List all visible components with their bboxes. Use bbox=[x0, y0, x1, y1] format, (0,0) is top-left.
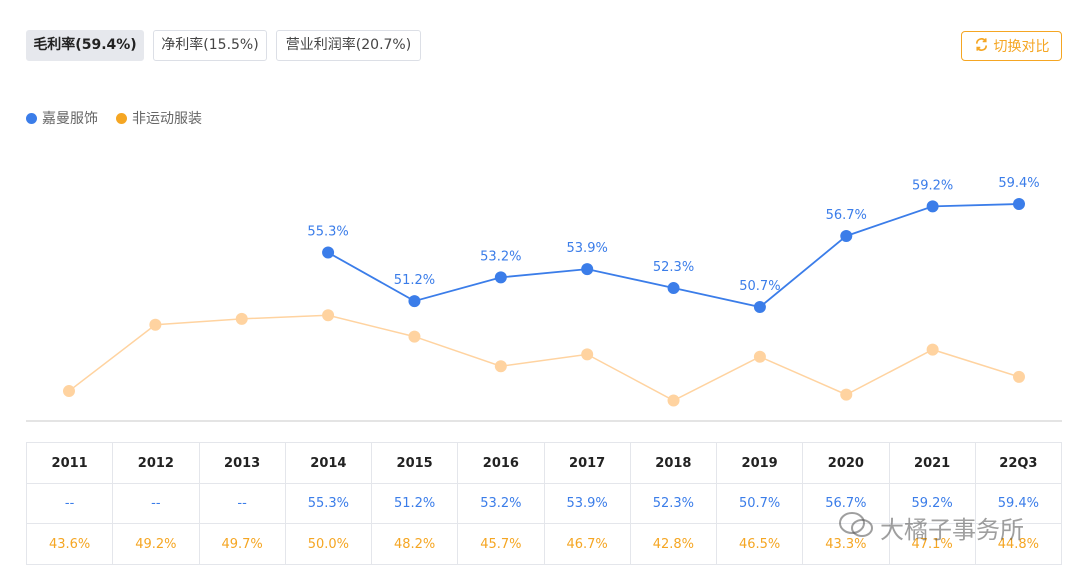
series-2-line bbox=[68, 314, 1020, 402]
series-1-data-label: 52.3% bbox=[653, 260, 694, 275]
table-cell-series-1: 53.9% bbox=[543, 483, 631, 524]
table-cell-series-2: 44.8% bbox=[974, 523, 1063, 565]
table-cell-series-2: 49.2% bbox=[112, 523, 200, 565]
table-cell-series-1: 50.7% bbox=[715, 483, 804, 524]
switch-compare-button[interactable]: 切换对比 bbox=[961, 31, 1062, 61]
series-1-data-label: 55.3% bbox=[307, 225, 348, 240]
series-1-data-label: 53.9% bbox=[567, 241, 608, 256]
legend-dot-blue bbox=[26, 112, 37, 124]
legend-label-series-2: 非运动服装 bbox=[132, 111, 202, 127]
series-2-point[interactable] bbox=[494, 360, 507, 373]
table-cell-year: 2018 bbox=[629, 442, 718, 484]
tab-gross-margin[interactable]: 毛利率(59.4%) bbox=[26, 30, 144, 61]
table-cell-year: 2012 bbox=[112, 442, 200, 484]
series-2-point[interactable] bbox=[235, 312, 248, 325]
table-row-years: 2011 2012 2013 2014 2015 2016 2017 2018 2019 2020… bbox=[25, 442, 1063, 484]
table-cell-year: 2017 bbox=[543, 442, 631, 484]
table-cell-series-2: 47.1% bbox=[888, 523, 976, 565]
table-cell-year: 2013 bbox=[198, 442, 286, 484]
series-2-point[interactable] bbox=[926, 343, 939, 356]
table-cell-series-1: 53.2% bbox=[457, 483, 545, 524]
table-cell-series-2: 45.7% bbox=[457, 523, 545, 565]
series-2-point[interactable] bbox=[63, 385, 75, 398]
table-cell-year: 2019 bbox=[715, 442, 804, 484]
swap-icon bbox=[974, 37, 989, 56]
legend-item-series-2[interactable]: 非运动服装 bbox=[116, 108, 202, 128]
chart-legend: 嘉曼服饰 非运动服装 bbox=[26, 108, 202, 128]
table-cell-series-1: 51.2% bbox=[370, 483, 459, 524]
table-cell-series-2: 48.2% bbox=[370, 523, 459, 565]
series-2-point[interactable] bbox=[149, 318, 162, 331]
switch-compare-label: 切换对比 bbox=[993, 39, 1050, 55]
wechat-icon bbox=[838, 511, 874, 545]
series-2-point[interactable] bbox=[840, 388, 853, 401]
tab-operating-margin[interactable]: 营业利润率(20.7%) bbox=[276, 30, 421, 61]
series-2-point[interactable] bbox=[408, 330, 421, 343]
table-cell-series-1: 59.4% bbox=[974, 483, 1063, 524]
legend-label-series-1: 嘉曼服饰 bbox=[42, 111, 98, 127]
table-cell-series-1: 59.2% bbox=[888, 483, 976, 524]
series-1-point[interactable] bbox=[322, 246, 335, 259]
table-cell-series-2: 50.0% bbox=[284, 523, 373, 565]
series-1-point[interactable] bbox=[408, 295, 421, 308]
watermark: 大橘子事务所 bbox=[838, 510, 1024, 545]
legend-dot-orange bbox=[116, 112, 127, 124]
table-cell-year: 2011 bbox=[25, 442, 114, 484]
table-cell-year: 2016 bbox=[457, 442, 545, 484]
table-cell-series-1: 52.3% bbox=[629, 483, 718, 524]
table-cell-series-1: -- bbox=[112, 483, 200, 524]
table-cell-series-1: 55.3% bbox=[284, 483, 373, 524]
table-cell-series-2: 43.6% bbox=[25, 523, 114, 565]
series-1-point[interactable] bbox=[926, 200, 939, 213]
table-cell-year: 2021 bbox=[888, 442, 976, 484]
series-1-data-label: 56.7% bbox=[826, 208, 867, 223]
series-2-point[interactable] bbox=[667, 394, 680, 407]
series-1-point[interactable] bbox=[1013, 198, 1025, 210]
data-table: 2011 2012 2013 2014 2015 2016 2017 2018 2019 2020… bbox=[25, 442, 1063, 565]
line-chart: 55.3% 51.2% 53.2% 53.9% 52.3% 50.7% 56.7% 59.2%… bbox=[26, 176, 1062, 422]
series-2-point[interactable] bbox=[322, 309, 335, 322]
table-cell-year: 2020 bbox=[802, 442, 890, 484]
table-row-series-2: 43.6% 49.2% 49.7% 50.0% 48.2% 45.7% 46.7% 42.8%… bbox=[25, 523, 1063, 565]
series-1-point[interactable] bbox=[494, 271, 507, 284]
series-2-point[interactable] bbox=[581, 348, 594, 361]
series-2-point[interactable] bbox=[753, 350, 766, 363]
table-cell-year: 22Q3 bbox=[974, 442, 1063, 484]
watermark-text: 大橘子事务所 bbox=[880, 516, 1024, 544]
series-1-point[interactable] bbox=[667, 282, 680, 295]
series-1-point[interactable] bbox=[840, 229, 853, 242]
table-cell-series-1: -- bbox=[198, 483, 286, 524]
table-cell-series-2: 46.7% bbox=[543, 523, 631, 565]
legend-item-series-1[interactable]: 嘉曼服饰 bbox=[26, 108, 98, 128]
table-cell-series-1: -- bbox=[25, 483, 114, 524]
table-cell-year: 2015 bbox=[370, 442, 459, 484]
series-1-data-label: 53.2% bbox=[480, 249, 521, 264]
table-cell-series-2: 46.5% bbox=[715, 523, 804, 565]
series-1-data-label: 51.2% bbox=[394, 273, 435, 288]
series-1-data-label: 59.4% bbox=[998, 176, 1039, 191]
table-cell-series-1: 56.7% bbox=[802, 483, 890, 524]
series-2-point[interactable] bbox=[1013, 370, 1025, 383]
series-1-point[interactable] bbox=[581, 263, 594, 276]
tab-net-margin[interactable]: 净利率(15.5%) bbox=[153, 30, 267, 61]
table-cell-year: 2014 bbox=[284, 442, 373, 484]
table-cell-series-2: 42.8% bbox=[629, 523, 718, 565]
series-1-point[interactable] bbox=[753, 301, 766, 313]
table-row-series-1: -- -- -- 55.3% 51.2% 53.2% 53.9% 52.3% 50.7% 56.7… bbox=[25, 483, 1063, 524]
series-1-data-label: 59.2% bbox=[912, 178, 953, 193]
table-cell-series-2: 49.7% bbox=[198, 523, 286, 565]
series-1-data-label: 50.7% bbox=[739, 279, 780, 294]
